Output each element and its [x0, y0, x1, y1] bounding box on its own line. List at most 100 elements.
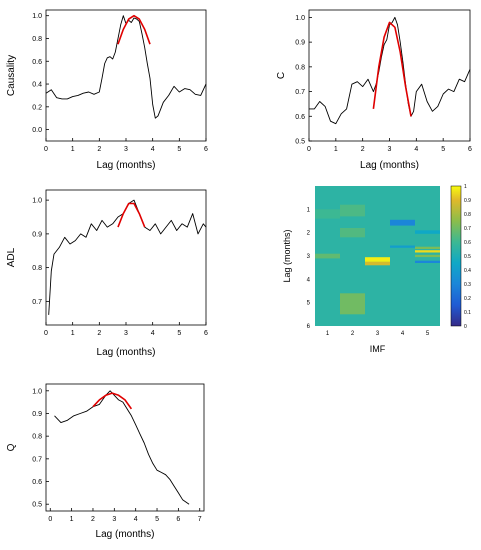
heatmap-cell: [315, 209, 340, 219]
colorbar-tick-label: 0.2: [464, 296, 471, 302]
plot-frame: [45, 383, 205, 512]
x-tick-label: 6: [468, 146, 472, 153]
x-tick-label: 0: [48, 516, 52, 523]
chart-4: 0 1 2 3 4 5 6 7 0.5 0.6 0.7 0.8 0.9 1.0 Lag (months) Q: [6, 383, 205, 540]
series-line-fit: [117, 202, 146, 228]
heatmap-cell: [340, 228, 365, 238]
x-tick-label: 3: [124, 330, 128, 337]
y-axis-label: Lag (months): [282, 229, 292, 282]
colorbar-tick-label: 1: [464, 184, 467, 190]
colorbar-tick-label: 0.6: [464, 240, 471, 246]
heatmap-cell: [315, 253, 340, 259]
x-tick-label: 1: [71, 330, 75, 337]
y-tick-label: 1.0: [32, 13, 42, 20]
colorbar: [450, 185, 462, 327]
y-tick-label: 0.6: [295, 114, 305, 121]
x-tick-label: 5: [441, 146, 445, 153]
colorbar-tick-label: 0.5: [464, 254, 471, 260]
y-tick-label: 0.7: [295, 89, 305, 96]
colorbar-tick-label: 0.7: [464, 226, 471, 232]
y-tick-label: 6: [307, 324, 311, 330]
x-tick-label: 0: [44, 146, 48, 153]
x-axis-label: IMF: [370, 344, 386, 354]
chart-2: 0 1 2 3 4 5 6 0.7 0.8 0.9 1.0 Lag (months) ADL: [6, 189, 208, 358]
x-axis-label: Lag (months): [97, 160, 156, 171]
heatmap-cell: [340, 293, 365, 315]
heatmap-cell: [340, 204, 365, 217]
y-tick-label: 2: [307, 231, 311, 237]
x-tick-label: 3: [388, 146, 392, 153]
chart-3: 1 2 3 4 5 1 2 3 4 5 6 0 0.1 0.2 0.3 0.4 0.5 0.6 0.7 0.8 0.9 1…: [282, 184, 471, 354]
x-tick-label: 7: [198, 516, 202, 523]
x-axis-label: Lag (months): [97, 347, 156, 358]
heatmap-cell: [390, 245, 415, 248]
y-tick-label: 0.5: [295, 139, 305, 146]
y-tick-label: 0.9: [32, 231, 42, 238]
colorbar-tick-label: 0.3: [464, 282, 471, 288]
y-tick-label: 0.2: [32, 104, 42, 111]
x-tick-label: 0: [307, 146, 311, 153]
chart-1: 0 1 2 3 4 5 6 0.5 0.6 0.7 0.8 0.9 1.0 Lag (months) C: [276, 9, 472, 171]
y-tick-label: 0.7: [32, 456, 42, 463]
colorbar-tick-label: 0.4: [464, 268, 471, 274]
y-tick-label: 5: [307, 301, 311, 307]
y-axis-label: C: [276, 72, 287, 79]
y-tick-label: 0.8: [32, 36, 42, 43]
y-tick-label: 0.6: [32, 59, 42, 66]
y-axis-label: Q: [6, 443, 17, 451]
y-tick-label: 1: [307, 207, 311, 213]
series-line-data: [54, 390, 190, 505]
x-tick-label: 2: [351, 331, 355, 337]
y-tick-label: 1.0: [32, 198, 42, 205]
x-tick-label: 4: [134, 516, 138, 523]
x-tick-label: 6: [176, 516, 180, 523]
series-line-fit: [372, 21, 412, 117]
x-tick-label: 2: [97, 146, 101, 153]
x-tick-label: 0: [44, 330, 48, 337]
y-tick-label: 0.8: [295, 64, 305, 71]
x-tick-label: 2: [361, 146, 365, 153]
x-tick-label: 4: [151, 146, 155, 153]
x-tick-label: 6: [204, 330, 208, 337]
x-tick-label: 4: [401, 331, 405, 337]
heatmap-cell: [415, 230, 440, 234]
series-line-data: [45, 15, 207, 119]
y-tick-label: 0.8: [32, 265, 42, 272]
y-tick-label: 4: [307, 277, 311, 283]
y-tick-label: 1.0: [32, 388, 42, 395]
x-tick-label: 5: [426, 331, 430, 337]
plot-frame: [308, 9, 471, 142]
series-line-fit: [117, 14, 151, 45]
y-tick-label: 0.4: [32, 82, 42, 89]
x-tick-label: 1: [70, 516, 74, 523]
series-line-data: [309, 16, 471, 125]
x-tick-label: 1: [71, 146, 75, 153]
x-tick-label: 1: [326, 331, 330, 337]
y-axis-label: ADL: [6, 247, 17, 267]
y-tick-label: 1.0: [295, 15, 305, 22]
y-tick-label: 0.7: [32, 299, 42, 306]
heatmap-cell: [365, 257, 390, 262]
x-tick-label: 3: [376, 331, 380, 337]
y-tick-label: 0.0: [32, 127, 42, 134]
heatmap-cell: [415, 246, 440, 249]
heatmap-cell: [415, 260, 440, 263]
x-tick-label: 1: [334, 146, 338, 153]
heatmap-cell: [390, 219, 415, 226]
colorbar-tick-label: 0.8: [464, 212, 471, 218]
x-tick-label: 3: [112, 516, 116, 523]
x-tick-label: 2: [91, 516, 95, 523]
y-tick-label: 0.9: [295, 40, 305, 47]
x-tick-label: 6: [204, 146, 208, 153]
x-tick-label: 3: [124, 146, 128, 153]
y-tick-label: 0.6: [32, 479, 42, 486]
y-tick-label: 0.5: [32, 502, 42, 509]
x-axis-label: Lag (months): [96, 529, 155, 540]
colorbar-tick-label: 0.9: [464, 198, 471, 204]
x-tick-label: 5: [177, 330, 181, 337]
x-axis-label: Lag (months): [360, 160, 419, 171]
colorbar-tick-label: 0.1: [464, 310, 471, 316]
chart-0: 0 1 2 3 4 5 6 0.0 0.2 0.4 0.6 0.8 1.0 Lag (months) Cau…: [6, 9, 208, 171]
series-line-data: [48, 199, 207, 315]
